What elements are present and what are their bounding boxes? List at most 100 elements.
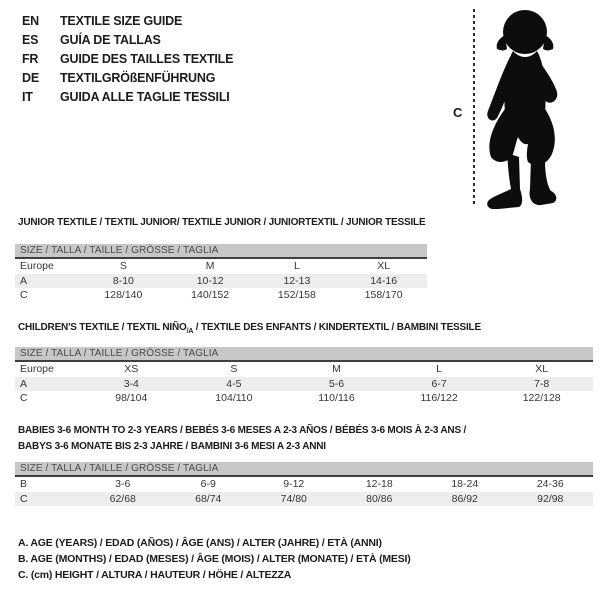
- table-cell: XL: [535, 363, 549, 375]
- row-label: A: [20, 274, 28, 287]
- height-measure-label: C: [453, 105, 463, 120]
- language-label: TEXTILGRÖßENFÜHRUNG: [60, 71, 216, 85]
- language-label: TEXTILE SIZE GUIDE: [60, 14, 183, 28]
- table-cell: S: [230, 363, 238, 375]
- row-label: Europe: [20, 363, 54, 375]
- table-row-c: C 128/140 140/152 152/158 158/170: [15, 288, 427, 303]
- language-code: FR: [22, 52, 39, 66]
- babies-table-rows: B 3-6 6-9 9-12 12-18 18-24 24-36 C 62/68 68/74 74/…: [15, 477, 593, 506]
- junior-size-header-bar: SIZE / TALLA / TAILLE / GRÖSSE / TAGLIA: [15, 244, 427, 259]
- language-row-en: EN TEXTILE SIZE GUIDE: [22, 12, 233, 31]
- legend-line-a: A. AGE (YEARS) / EDAD (AÑOS) / ÂGE (ANS)…: [18, 537, 382, 549]
- legend-line-b: B. AGE (MONTHS) / EDAD (MESES) / ÂGE (MO…: [18, 553, 411, 565]
- table-cell: 12-18: [365, 478, 393, 490]
- table-title-line: JUNIOR TEXTILE / TEXTIL JUNIOR/ TEXTILE …: [18, 215, 588, 231]
- table-cell: 62/68: [109, 492, 136, 505]
- language-row-fr: FR GUIDE DES TAILLES TEXTILE: [22, 50, 233, 69]
- language-code: EN: [22, 14, 39, 28]
- toddler-silhouette-icon: [487, 10, 558, 209]
- language-code: IT: [22, 90, 33, 104]
- table-cell: 104/110: [215, 392, 253, 404]
- table-cell: XL: [377, 260, 391, 272]
- table-cell: 3-6: [115, 478, 131, 490]
- table-cell: S: [119, 260, 127, 272]
- babies-size-table: SIZE / TALLA / TAILLE / GRÖSSE / TAGLIA …: [15, 462, 593, 506]
- table-cell: 158/170: [364, 289, 403, 301]
- table-row-c: C 98/104 104/110 110/116 116/122 122/128: [15, 391, 593, 406]
- junior-table-title: JUNIOR TEXTILE / TEXTIL JUNIOR/ TEXTILE …: [18, 215, 588, 231]
- table-cell: 74/80: [280, 492, 307, 505]
- language-row-es: ES GUÍA DE TALLAS: [22, 31, 233, 50]
- babies-table-title: BABIES 3-6 MONTH TO 2-3 YEARS / BEBÉS 3-…: [18, 423, 588, 454]
- table-cell: 122/128: [522, 392, 561, 404]
- table-cell: 9-12: [283, 478, 305, 490]
- table-title-line: BABIES 3-6 MONTH TO 2-3 YEARS / BEBÉS 3-…: [18, 423, 588, 439]
- table-cell: 14-16: [370, 274, 398, 287]
- language-row-de: DE TEXTILGRÖßENFÜHRUNG: [22, 69, 233, 88]
- legend-line-c: C. (cm) HEIGHT / ALTURA / HAUTEUR / HÖHE…: [18, 569, 292, 581]
- junior-table-rows: Europe S M L XL A 8-10 10-12 12-13 14-16 C 128/140 1…: [15, 259, 427, 303]
- children-size-table: SIZE / TALLA / TAILLE / GRÖSSE / TAGLIA …: [15, 347, 593, 406]
- children-table-rows: Europe XS S M L XL A 3-4 4-5 5-6 6-7 7-8 C 98/104 104/…: [15, 362, 593, 406]
- table-cell: 152/158: [277, 289, 316, 301]
- table-cell: L: [436, 363, 442, 375]
- table-row-b: B 3-6 6-9 9-12 12-18 18-24 24-36: [15, 477, 593, 492]
- row-label: C: [20, 492, 28, 505]
- table-cell: 8-10: [112, 274, 134, 287]
- table-row-a: A 8-10 10-12 12-13 14-16: [15, 273, 427, 288]
- language-code: ES: [22, 33, 39, 47]
- table-title-segment: /A: [186, 328, 194, 335]
- table-cell: 98/104: [115, 392, 148, 404]
- table-cell: XS: [124, 363, 139, 375]
- table-title-segment: / TEXTILE DES ENFANTS / KINDERTEXTIL / B…: [193, 322, 481, 333]
- language-label: GUÍA DE TALLAS: [60, 33, 161, 47]
- table-row-europe: Europe S M L XL: [15, 259, 427, 274]
- table-row-c: C 62/68 68/74 74/80 80/86 86/92 92/98: [15, 491, 593, 506]
- table-row-a: A 3-4 4-5 5-6 6-7 7-8: [15, 376, 593, 391]
- height-measure-dashed-line: [473, 9, 475, 205]
- table-title-segment: JUNIOR TEXTILE / TEXTIL JUNIOR/ TEXTILE …: [18, 217, 426, 228]
- row-label: Europe: [20, 260, 54, 272]
- language-row-it: IT GUIDA ALLE TAGLIE TESSILI: [22, 88, 233, 107]
- row-label: C: [20, 392, 28, 404]
- table-cell: M: [332, 363, 341, 375]
- table-row-europe: Europe XS S M L XL: [15, 362, 593, 377]
- row-label: B: [20, 478, 28, 490]
- table-cell: 3-4: [123, 377, 139, 390]
- table-title-line: CHILDREN'S TEXTILE / TEXTIL NIÑO/A / TEX…: [18, 320, 588, 340]
- table-cell: M: [205, 260, 215, 272]
- language-label: GUIDE DES TAILLES TEXTILE: [60, 52, 234, 66]
- table-cell: 68/74: [195, 492, 222, 505]
- table-title-line: BABYS 3-6 MONATE BIS 2-3 JAHRE / BAMBINI…: [18, 439, 588, 455]
- table-title-segment: CHILDREN'S TEXTILE / TEXTIL NIÑO: [18, 322, 187, 333]
- language-label: GUIDA ALLE TAGLIE TESSILI: [60, 90, 230, 104]
- table-title-segment: BABYS 3-6 MONATE BIS 2-3 JAHRE / BAMBINI…: [18, 440, 326, 452]
- children-table-title: CHILDREN'S TEXTILE / TEXTIL NIÑO/A / TEX…: [18, 320, 588, 340]
- table-cell: 18-24: [451, 478, 479, 490]
- row-label: A: [20, 377, 28, 390]
- table-cell: 86/92: [451, 492, 478, 505]
- table-cell: 128/140: [104, 289, 143, 301]
- table-cell: 80/86: [366, 492, 393, 505]
- table-cell: 140/152: [191, 289, 230, 301]
- measurement-legend: A. AGE (YEARS) / EDAD (AÑOS) / ÂGE (ANS)…: [18, 535, 411, 583]
- table-cell: 92/98: [537, 492, 564, 505]
- table-cell: 10-12: [196, 274, 224, 287]
- table-cell: 6-9: [200, 478, 216, 490]
- junior-size-table: SIZE / TALLA / TAILLE / GRÖSSE / TAGLIA …: [15, 244, 427, 303]
- table-cell: 12-13: [283, 274, 311, 287]
- table-cell: 5-6: [328, 377, 345, 390]
- language-code: DE: [22, 71, 39, 85]
- table-cell: 6-7: [431, 377, 447, 390]
- language-list: EN TEXTILE SIZE GUIDE ES GUÍA DE TALLAS FR GU…: [22, 12, 233, 107]
- babies-size-header-bar: SIZE / TALLA / TAILLE / GRÖSSE / TAGLIA: [15, 462, 593, 477]
- table-cell: 4-5: [226, 377, 242, 390]
- table-cell: 24-36: [536, 478, 564, 490]
- row-label: C: [20, 289, 28, 301]
- table-cell: 116/122: [420, 392, 458, 404]
- table-title-segment: BABIES 3-6 MONTH TO 2-3 YEARS / BEBÉS 3-…: [18, 425, 467, 436]
- table-cell: 110/116: [318, 392, 355, 404]
- children-size-header-bar: SIZE / TALLA / TAILLE / GRÖSSE / TAGLIA: [15, 347, 593, 362]
- table-cell: 7-8: [534, 377, 550, 390]
